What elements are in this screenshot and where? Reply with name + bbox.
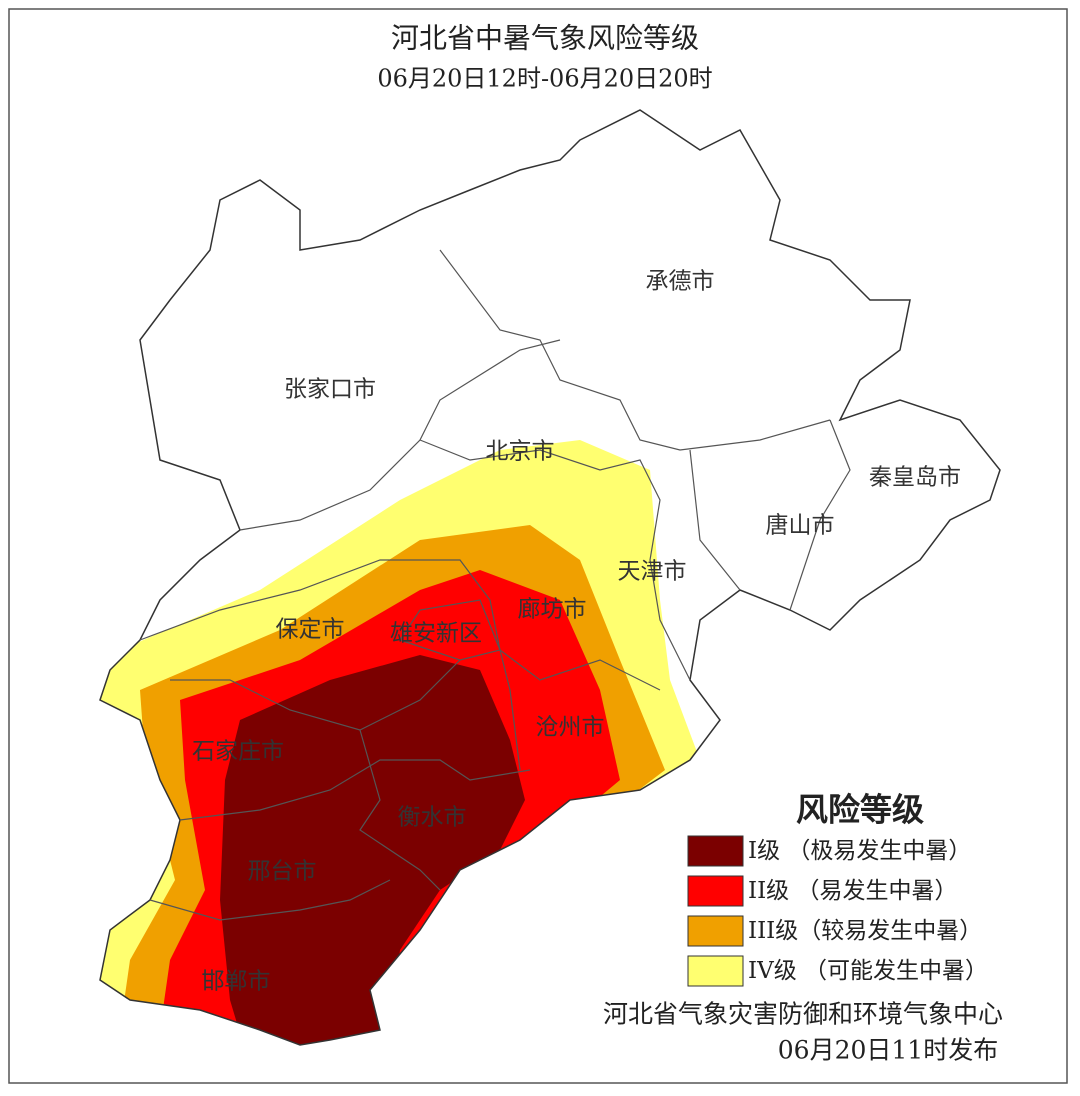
legend-swatch bbox=[687, 915, 744, 947]
issuer: 河北省气象灾害防御和环境气象中心 bbox=[603, 1000, 1003, 1029]
legend-label: II级 （易发生中暑） bbox=[748, 878, 957, 904]
city-label: 衡水市 bbox=[398, 805, 467, 831]
legend-label: IV级 （可能发生中暑） bbox=[748, 958, 988, 984]
city-label: 雄安新区 bbox=[390, 621, 482, 647]
city-label: 唐山市 bbox=[766, 513, 835, 539]
legend-label: I级 （极易发生中暑） bbox=[748, 838, 971, 864]
city-label: 保定市 bbox=[276, 617, 345, 643]
legend-title: 风险等级 bbox=[796, 791, 924, 829]
region-boundaries bbox=[99, 109, 1001, 1046]
city-label: 邯郸市 bbox=[202, 969, 271, 995]
legend-swatch bbox=[687, 955, 744, 987]
map-subtitle: 06月20日12时-06月20日20时 bbox=[377, 65, 712, 93]
risk-zones bbox=[100, 440, 700, 1045]
city-label: 天津市 bbox=[618, 559, 687, 585]
city-label: 秦皇岛市 bbox=[869, 465, 961, 491]
city-label: 廊坊市 bbox=[518, 597, 587, 623]
city-label: 承德市 bbox=[646, 269, 715, 295]
city-label: 沧州市 bbox=[536, 715, 605, 741]
city-label: 北京市 bbox=[486, 439, 555, 465]
city-label: 张家口市 bbox=[284, 377, 376, 403]
map-title: 河北省中暑气象风险等级 bbox=[391, 22, 699, 55]
city-label: 邢台市 bbox=[248, 859, 317, 885]
frame bbox=[8, 8, 1068, 1084]
legend-swatch bbox=[687, 835, 744, 867]
issue-time: 06月20日11时发布 bbox=[778, 1036, 998, 1065]
legend-swatch bbox=[687, 875, 744, 907]
legend-label: III级（较易发生中暑） bbox=[748, 918, 982, 944]
city-label: 石家庄市 bbox=[192, 739, 284, 765]
